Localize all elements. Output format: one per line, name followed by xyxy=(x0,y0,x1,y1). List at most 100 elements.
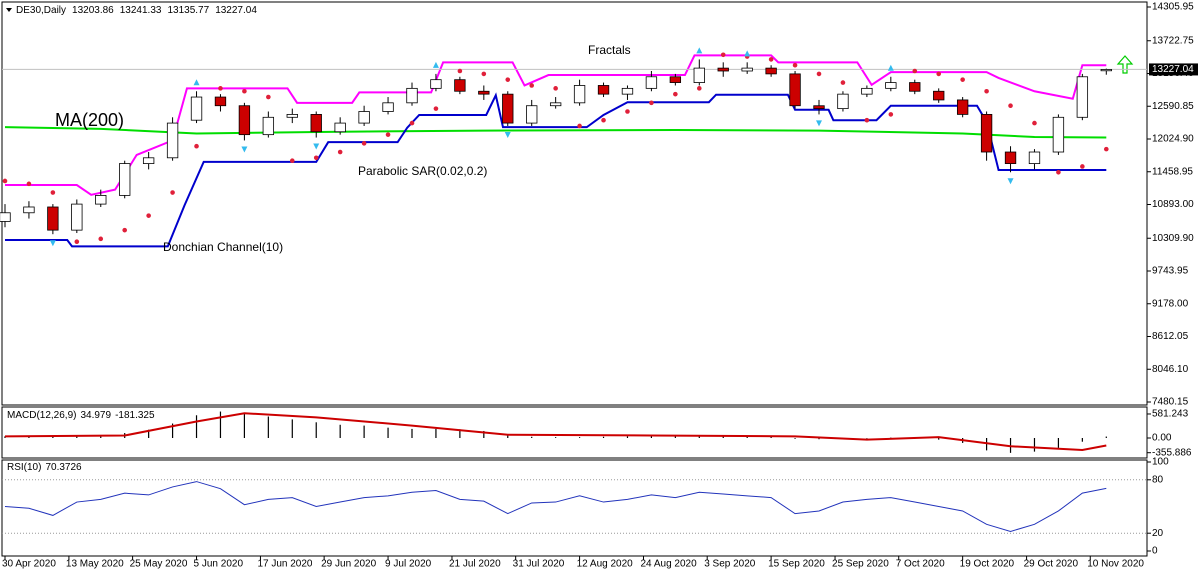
main-panel xyxy=(1,1,1148,406)
y-tick-label: 0 xyxy=(1152,546,1158,557)
candle-body xyxy=(549,102,562,107)
candle-body xyxy=(262,116,275,136)
donchian-label: Donchian Channel(10) xyxy=(163,240,283,254)
x-tick-label: 7 Oct 2020 xyxy=(896,559,945,570)
signal-value: -181.325 xyxy=(115,410,155,421)
fractal-marker xyxy=(1007,178,1014,185)
sar-dot xyxy=(1008,103,1013,109)
fractal-marker xyxy=(241,146,248,153)
candle-body xyxy=(765,67,777,75)
candle-body xyxy=(1028,151,1041,164)
candle-body xyxy=(142,157,155,164)
candle-body xyxy=(478,90,490,95)
x-tick-label: 25 May 2020 xyxy=(130,559,188,570)
candle-body xyxy=(980,114,993,153)
sar-dot xyxy=(2,178,8,184)
sar-dot xyxy=(505,77,511,82)
x-tick-label: 25 Sep 2020 xyxy=(832,559,889,570)
sar-dot xyxy=(984,88,989,94)
fractal-marker xyxy=(504,131,511,138)
macd-title: MACD(12,26,9) xyxy=(7,410,76,421)
candle-body xyxy=(190,96,203,121)
up-arrow xyxy=(1116,55,1134,74)
sar-dot xyxy=(792,62,798,68)
menu-triangle[interactable] xyxy=(6,8,12,12)
x-tick-label: 29 Jun 2020 xyxy=(321,559,376,570)
y-tick-label: 13722.75 xyxy=(1152,35,1194,46)
rsi-panel xyxy=(1,459,1148,557)
sar-dot xyxy=(361,141,367,146)
ma-line xyxy=(4,126,1107,139)
header-ohlc: 13241.33 xyxy=(120,5,162,16)
rsi-value: 70.3726 xyxy=(45,462,82,473)
fractal-marker xyxy=(887,64,894,71)
sar-dot xyxy=(266,94,271,100)
sar-dot xyxy=(864,117,870,123)
y-tick-label: 9178.00 xyxy=(1152,298,1189,309)
y-tick-label: 581.243 xyxy=(1152,409,1189,420)
candle-body xyxy=(310,114,322,133)
sar-dot xyxy=(194,143,199,149)
rsi-title: RSI(10) xyxy=(7,462,41,473)
ma-label: MA(200) xyxy=(55,110,124,130)
candle-body xyxy=(741,67,753,72)
sar-dot xyxy=(457,68,463,74)
candle-body xyxy=(1052,116,1065,153)
chart-header: DE30,Daily 13203.86 13241.33 13135.77 13227.… xyxy=(16,5,257,16)
candle-body xyxy=(166,122,179,159)
sar-dot xyxy=(577,123,582,129)
macd-signal xyxy=(4,412,1107,451)
y-tick-label: 100 xyxy=(1152,457,1169,468)
sar-dot xyxy=(433,106,439,111)
y-tick-label: 8046.10 xyxy=(1152,364,1189,375)
sar-dot xyxy=(625,109,630,114)
fractal-marker xyxy=(744,50,751,57)
candle-body xyxy=(502,93,514,124)
sar-dot xyxy=(1056,169,1061,175)
macd-panel xyxy=(1,406,1148,459)
sar-dot xyxy=(289,158,295,163)
donchian-lower xyxy=(4,92,1107,248)
candle-body xyxy=(717,67,729,72)
price-box xyxy=(1149,63,1198,76)
y-tick-label: 10893.00 xyxy=(1152,199,1194,210)
candle-body xyxy=(1004,151,1017,164)
x-tick-label: 9 Jul 2020 xyxy=(385,559,432,570)
fractal-marker xyxy=(432,61,439,68)
y-tick-label: 20 xyxy=(1152,528,1164,539)
candle-body xyxy=(430,79,442,89)
candle-body xyxy=(95,195,107,205)
sar-dot xyxy=(768,57,774,62)
sar-dot xyxy=(122,227,127,233)
fractal-marker xyxy=(313,143,320,150)
y-tick-label: 9743.95 xyxy=(1152,266,1189,277)
fractal-marker xyxy=(816,120,823,127)
candle-body xyxy=(526,105,538,124)
sar-dot xyxy=(481,71,487,77)
candle-body xyxy=(238,105,251,136)
x-tick-label: 12 Aug 2020 xyxy=(577,559,634,570)
y-tick-label: 80 xyxy=(1152,474,1164,485)
candle-body xyxy=(1076,76,1089,118)
chart-title: DE30,Daily xyxy=(16,5,66,16)
y-tick-label: -355.886 xyxy=(1152,447,1192,458)
x-tick-label: 5 Jun 2020 xyxy=(194,559,244,570)
candle-body xyxy=(933,90,945,101)
sar-dot xyxy=(50,190,56,195)
candle-body xyxy=(358,111,370,124)
rsi-line xyxy=(4,481,1107,532)
sar-dot xyxy=(840,80,846,85)
y-tick-label: 12590.85 xyxy=(1152,101,1194,112)
x-tick-label: 19 Oct 2020 xyxy=(960,559,1015,570)
candle-body xyxy=(813,105,825,110)
sar-dot xyxy=(553,86,558,91)
candle-body xyxy=(454,79,466,92)
fractal-marker xyxy=(696,47,703,54)
sar-dot xyxy=(649,100,654,106)
sar-dot xyxy=(936,71,942,77)
y-tick-label: 0.00 xyxy=(1152,433,1172,444)
sar-dot xyxy=(696,86,702,91)
x-tick-label: 3 Sep 2020 xyxy=(704,559,756,570)
